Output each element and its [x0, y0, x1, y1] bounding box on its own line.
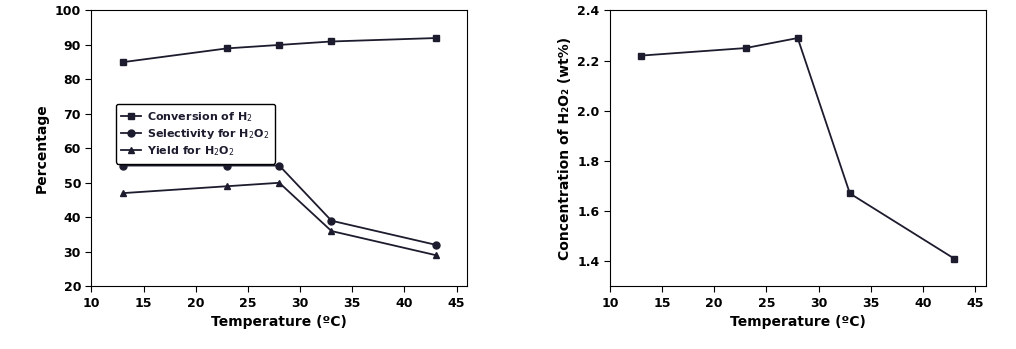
Y-axis label: Concentration of H₂O₂ (wt%): Concentration of H₂O₂ (wt%) [558, 37, 572, 260]
X-axis label: Temperature (ºC): Temperature (ºC) [211, 315, 347, 329]
Legend: Conversion of H$_2$, Selectivity for H$_2$O$_2$, Yield for H$_2$O$_2$: Conversion of H$_2$, Selectivity for H$_… [116, 104, 274, 164]
Y-axis label: Percentage: Percentage [36, 103, 49, 193]
X-axis label: Temperature (ºC): Temperature (ºC) [729, 315, 866, 329]
